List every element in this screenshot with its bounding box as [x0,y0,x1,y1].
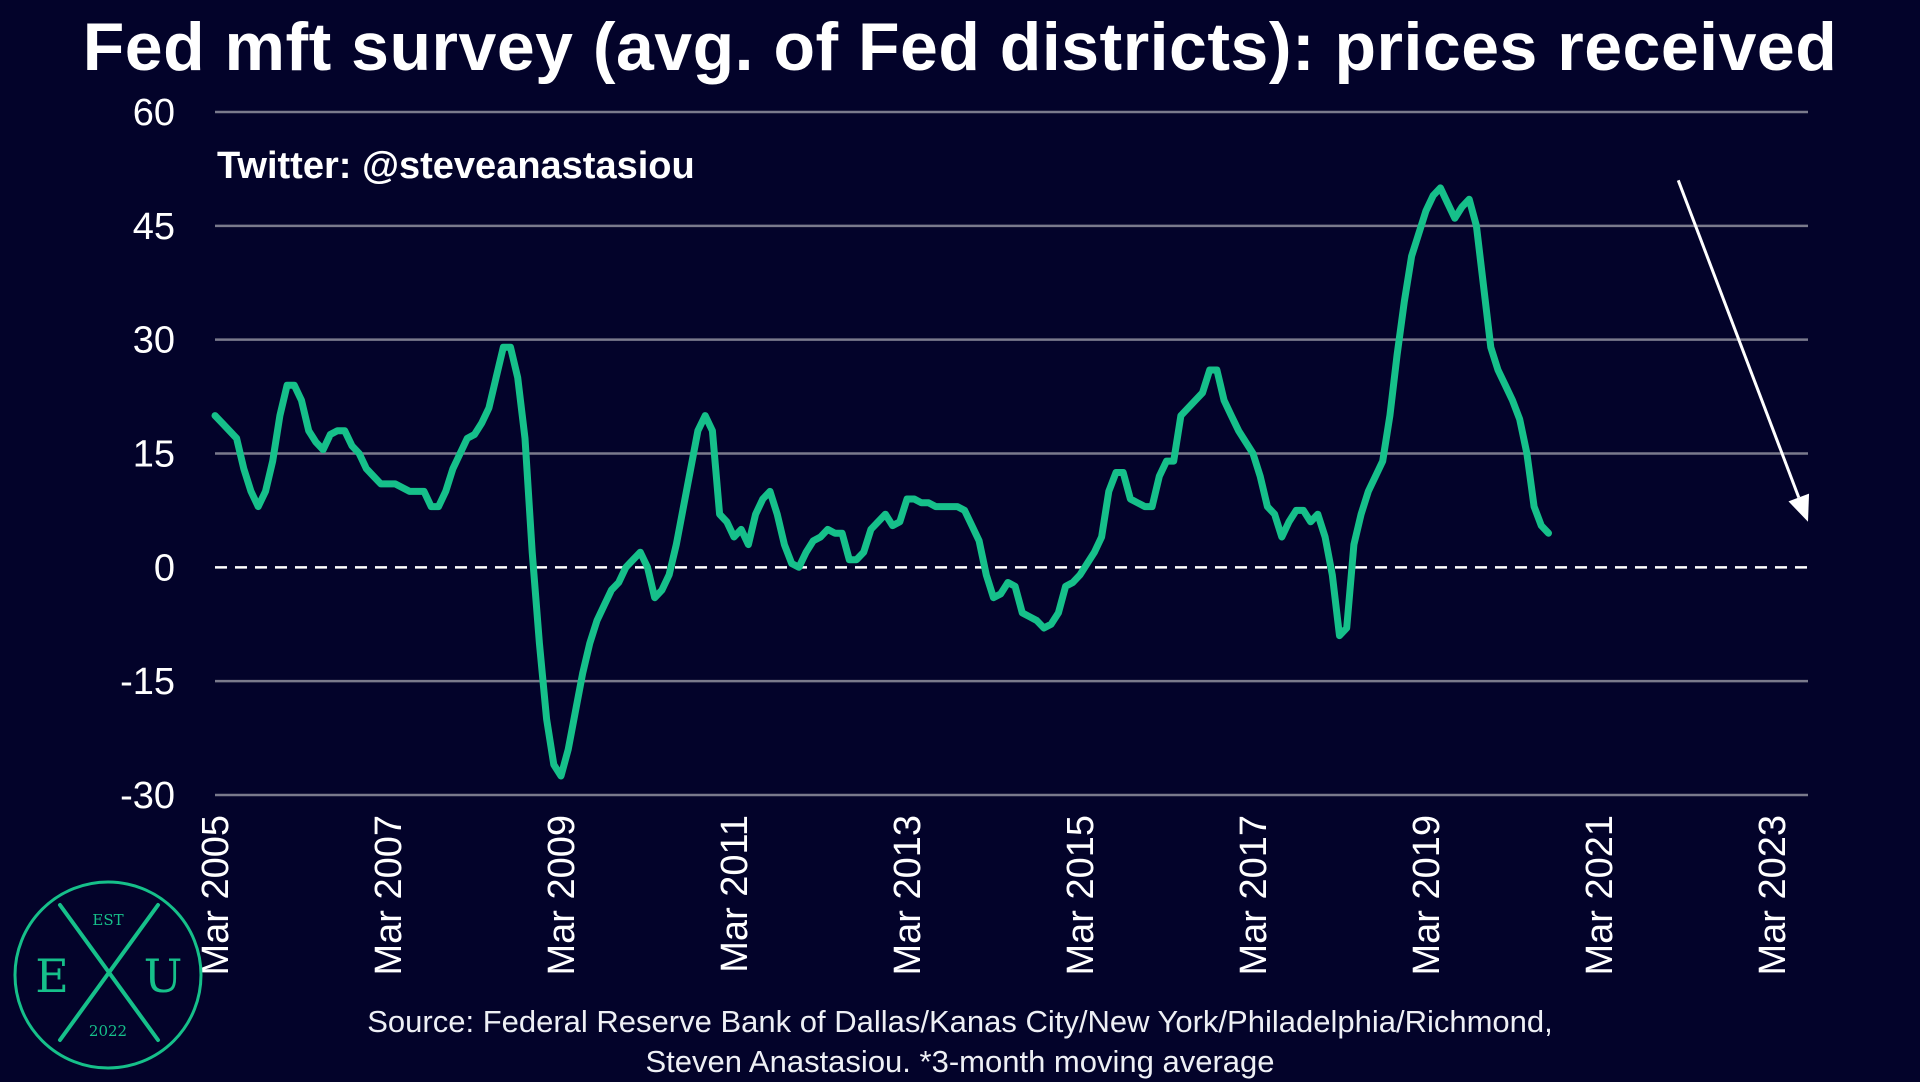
y-tick-label: 45 [133,206,175,248]
twitter-handle: Twitter: @steveanastasiou [217,145,695,187]
trend-arrow [1676,179,1810,522]
x-tick-label: Mar 2005 [195,815,237,976]
arrow-shaft [1676,179,1801,499]
x-tick-label: Mar 2021 [1579,815,1621,976]
logo-letter-right: U [144,949,183,1003]
series-line [211,184,1552,780]
x-tick-label: Mar 2017 [1233,815,1275,976]
y-tick-label: 30 [133,320,175,362]
chart-title: Fed mft survey (avg. of Fed districts): … [82,9,1838,85]
source-note: Source: Federal Reserve Bank of Dallas/K… [250,1002,1670,1082]
x-tick-label: Mar 2011 [714,815,756,973]
x-tick-label: Mar 2009 [541,815,583,976]
x-axis-tick-labels: Mar 2005 Mar 2007 Mar 2009 Mar 2011 Mar 2013… [195,815,1794,976]
y-tick-label: 0 [154,547,175,589]
x-tick-label: Mar 2015 [1060,815,1102,976]
logo-text-top: EST [92,911,123,929]
logo-ring [13,880,203,1070]
logo-letter-left: E [35,949,69,1003]
y-tick-label: -30 [120,775,175,817]
source-line: Source: Federal Reserve Bank of Dallas/K… [367,1004,1553,1039]
x-tick-label: Mar 2013 [887,815,929,976]
grid-lines [215,110,1808,797]
y-axis-tick-labels: -30 -15 0 15 30 45 60 [120,92,175,817]
y-tick-label: 15 [133,434,175,476]
x-tick-label: Mar 2007 [368,815,410,976]
y-tick-label: 60 [133,92,175,134]
y-tick-label: -15 [120,661,175,703]
logo-cross-stroke [58,903,160,1042]
logo-text-bottom: 2022 [89,1022,127,1040]
source-line: Steven Anastasiou. *3-month moving avera… [645,1044,1275,1079]
x-tick-label: Mar 2023 [1752,815,1794,976]
x-tick-label: Mar 2019 [1406,815,1448,976]
arrow-head [1788,493,1810,522]
exu-logo: EST E U 2022 [13,880,203,1070]
